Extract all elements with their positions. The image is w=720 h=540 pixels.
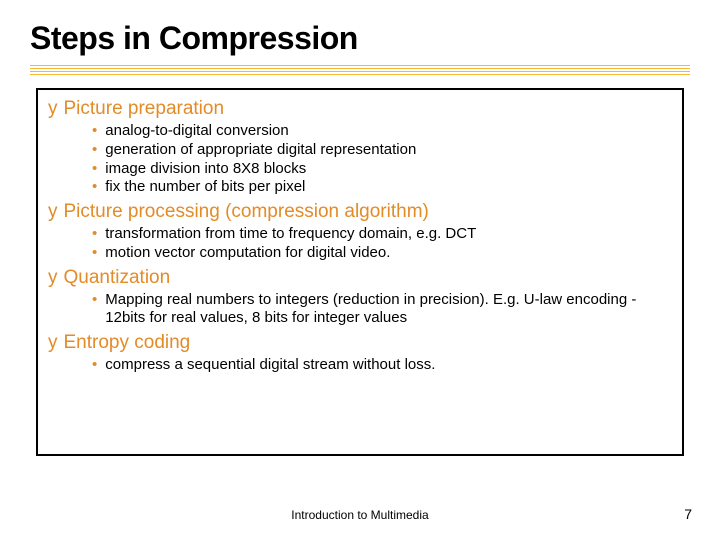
sub-list: • Mapping real numbers to integers (reduc… bbox=[92, 291, 672, 329]
sub-list: • analog-to-digital conversion • generatio… bbox=[92, 122, 672, 197]
list-item: • image division into 8X8 blocks bbox=[92, 160, 672, 179]
slide-title: Steps in Compression bbox=[0, 0, 720, 57]
list-item: • generation of appropriate digital repre… bbox=[92, 141, 672, 160]
item-text: generation of appropriate digital repres… bbox=[105, 141, 416, 160]
sub-list: • compress a sequential digital stream wi… bbox=[92, 356, 672, 375]
item-text: image division into 8X8 blocks bbox=[105, 160, 306, 179]
item-text: motion vector computation for digital vi… bbox=[105, 244, 390, 263]
item-text: transformation from time to frequency do… bbox=[105, 225, 476, 244]
list-item: • Mapping real numbers to integers (reduc… bbox=[92, 291, 672, 329]
section-heading-text: Picture preparation bbox=[64, 98, 225, 120]
section-heading: y Quantization bbox=[48, 267, 672, 289]
dot-bullet-icon: • bbox=[92, 356, 97, 375]
list-item: • motion vector computation for digital v… bbox=[92, 244, 672, 263]
list-item: • fix the number of bits per pixel bbox=[92, 178, 672, 197]
item-text: analog-to-digital conversion bbox=[105, 122, 288, 141]
section-0: y Picture preparation • analog-to-digital… bbox=[48, 98, 672, 197]
y-bullet-icon: y bbox=[48, 98, 58, 120]
dot-bullet-icon: • bbox=[92, 291, 97, 310]
section-heading: y Picture preparation bbox=[48, 98, 672, 120]
dot-bullet-icon: • bbox=[92, 225, 97, 244]
dot-bullet-icon: • bbox=[92, 160, 97, 179]
list-item: • analog-to-digital conversion bbox=[92, 122, 672, 141]
list-item: • compress a sequential digital stream wi… bbox=[92, 356, 672, 375]
dot-bullet-icon: • bbox=[92, 244, 97, 263]
list-item: • transformation from time to frequency d… bbox=[92, 225, 672, 244]
item-text: Mapping real numbers to integers (reduct… bbox=[105, 291, 672, 329]
y-bullet-icon: y bbox=[48, 267, 58, 289]
content-box: y Picture preparation • analog-to-digital… bbox=[36, 88, 684, 456]
item-text: fix the number of bits per pixel bbox=[105, 178, 305, 197]
page-number: 7 bbox=[684, 506, 692, 522]
y-bullet-icon: y bbox=[48, 201, 58, 223]
dot-bullet-icon: • bbox=[92, 141, 97, 160]
dot-bullet-icon: • bbox=[92, 178, 97, 197]
item-text: compress a sequential digital stream wit… bbox=[105, 356, 435, 375]
section-heading: y Entropy coding bbox=[48, 332, 672, 354]
section-2: y Quantization • Mapping real numbers to … bbox=[48, 267, 672, 329]
y-bullet-icon: y bbox=[48, 332, 58, 354]
dot-bullet-icon: • bbox=[92, 122, 97, 141]
section-3: y Entropy coding • compress a sequential … bbox=[48, 332, 672, 375]
section-heading: y Picture processing (compression algori… bbox=[48, 201, 672, 223]
footer-text: Introduction to Multimedia bbox=[0, 508, 720, 522]
sub-list: • transformation from time to frequency d… bbox=[92, 225, 672, 263]
section-heading-text: Quantization bbox=[64, 267, 171, 289]
section-heading-text: Entropy coding bbox=[64, 332, 191, 354]
section-1: y Picture processing (compression algori… bbox=[48, 201, 672, 263]
section-heading-text: Picture processing (compression algorith… bbox=[64, 201, 429, 223]
